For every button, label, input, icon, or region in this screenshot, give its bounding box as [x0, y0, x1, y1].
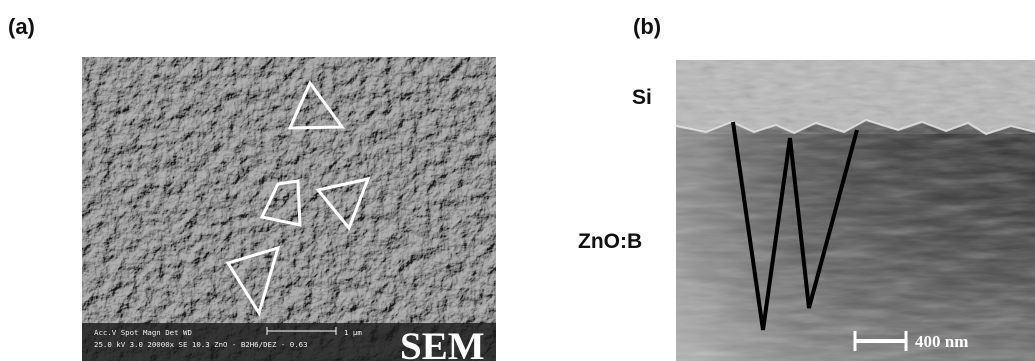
sem-info-row2: 25.0 kV 3.0 20000x SE 10.3 ZnO - B2H6/DE… — [94, 340, 308, 349]
panel-a-label: (a) — [8, 14, 35, 39]
sem-info-bar — [82, 323, 496, 361]
tem-scale-label: 400 nm — [915, 332, 968, 351]
sem-scale-label: 1 μm — [344, 328, 362, 337]
grain-boundary-lines — [731, 121, 859, 331]
zno-layer-label: ZnO:B — [578, 230, 643, 253]
pyramid-outline-4 — [225, 245, 281, 317]
sem-watermark: SEM — [400, 325, 485, 361]
pyramid-outline-1 — [287, 80, 345, 130]
panel-b-label: (b) — [633, 14, 662, 39]
pyramid-outline-3 — [315, 176, 371, 231]
sem-info-row1: Acc.V Spot Magn Det WD — [94, 328, 192, 337]
pyramid-outline-2 — [259, 179, 302, 227]
tem-cross-section: 400 nm — [676, 60, 1035, 361]
si-layer-label: Si — [632, 86, 652, 109]
sem-micrograph: Acc.V Spot Magn Det WD 25.0 kV 3.0 20000… — [82, 57, 496, 361]
